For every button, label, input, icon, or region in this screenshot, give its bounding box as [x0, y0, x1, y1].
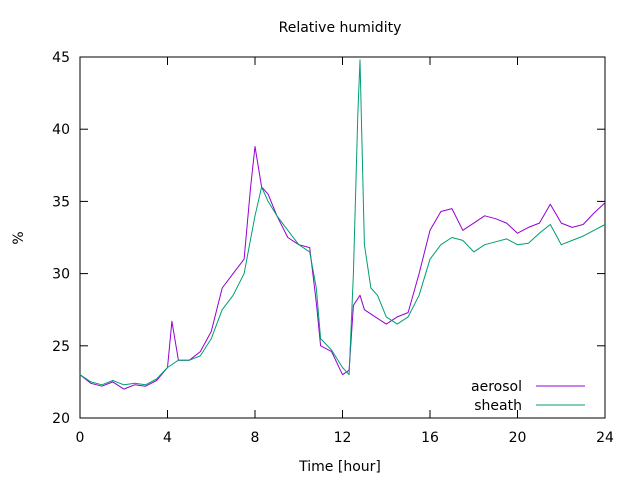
y-tick-label: 30	[52, 267, 70, 283]
series-layer	[79, 59, 606, 390]
x-tick-label: 8	[251, 430, 260, 446]
x-tick-label: 12	[334, 430, 352, 446]
y-tick-label: 25	[52, 339, 70, 355]
x-axis-label: Time [hour]	[298, 459, 381, 475]
y-tick-label: 45	[52, 50, 70, 66]
y-tick-label: 40	[52, 122, 70, 138]
legend-label-sheath: sheath	[474, 398, 522, 414]
y-tick-label: 20	[52, 411, 70, 427]
y-tick-label: 35	[52, 194, 70, 210]
x-tick-label: 16	[421, 430, 439, 446]
axis-ticks: 0 4 8 12 16 20 24 20 25 30 35 40 45	[52, 50, 614, 446]
plot-frame	[79, 56, 606, 419]
x-tick-label: 20	[509, 430, 527, 446]
chart-title: Relative humidity	[279, 20, 402, 36]
series-line-sheath	[79, 59, 606, 386]
legend-label-aerosol: aerosol	[471, 379, 522, 395]
series-line-aerosol	[79, 146, 606, 390]
legend: aerosol sheath	[471, 379, 585, 414]
x-tick-label: 24	[596, 430, 614, 446]
x-tick-label: 4	[163, 430, 172, 446]
x-tick-label: 0	[76, 430, 85, 446]
y-axis-label: %	[11, 231, 27, 244]
